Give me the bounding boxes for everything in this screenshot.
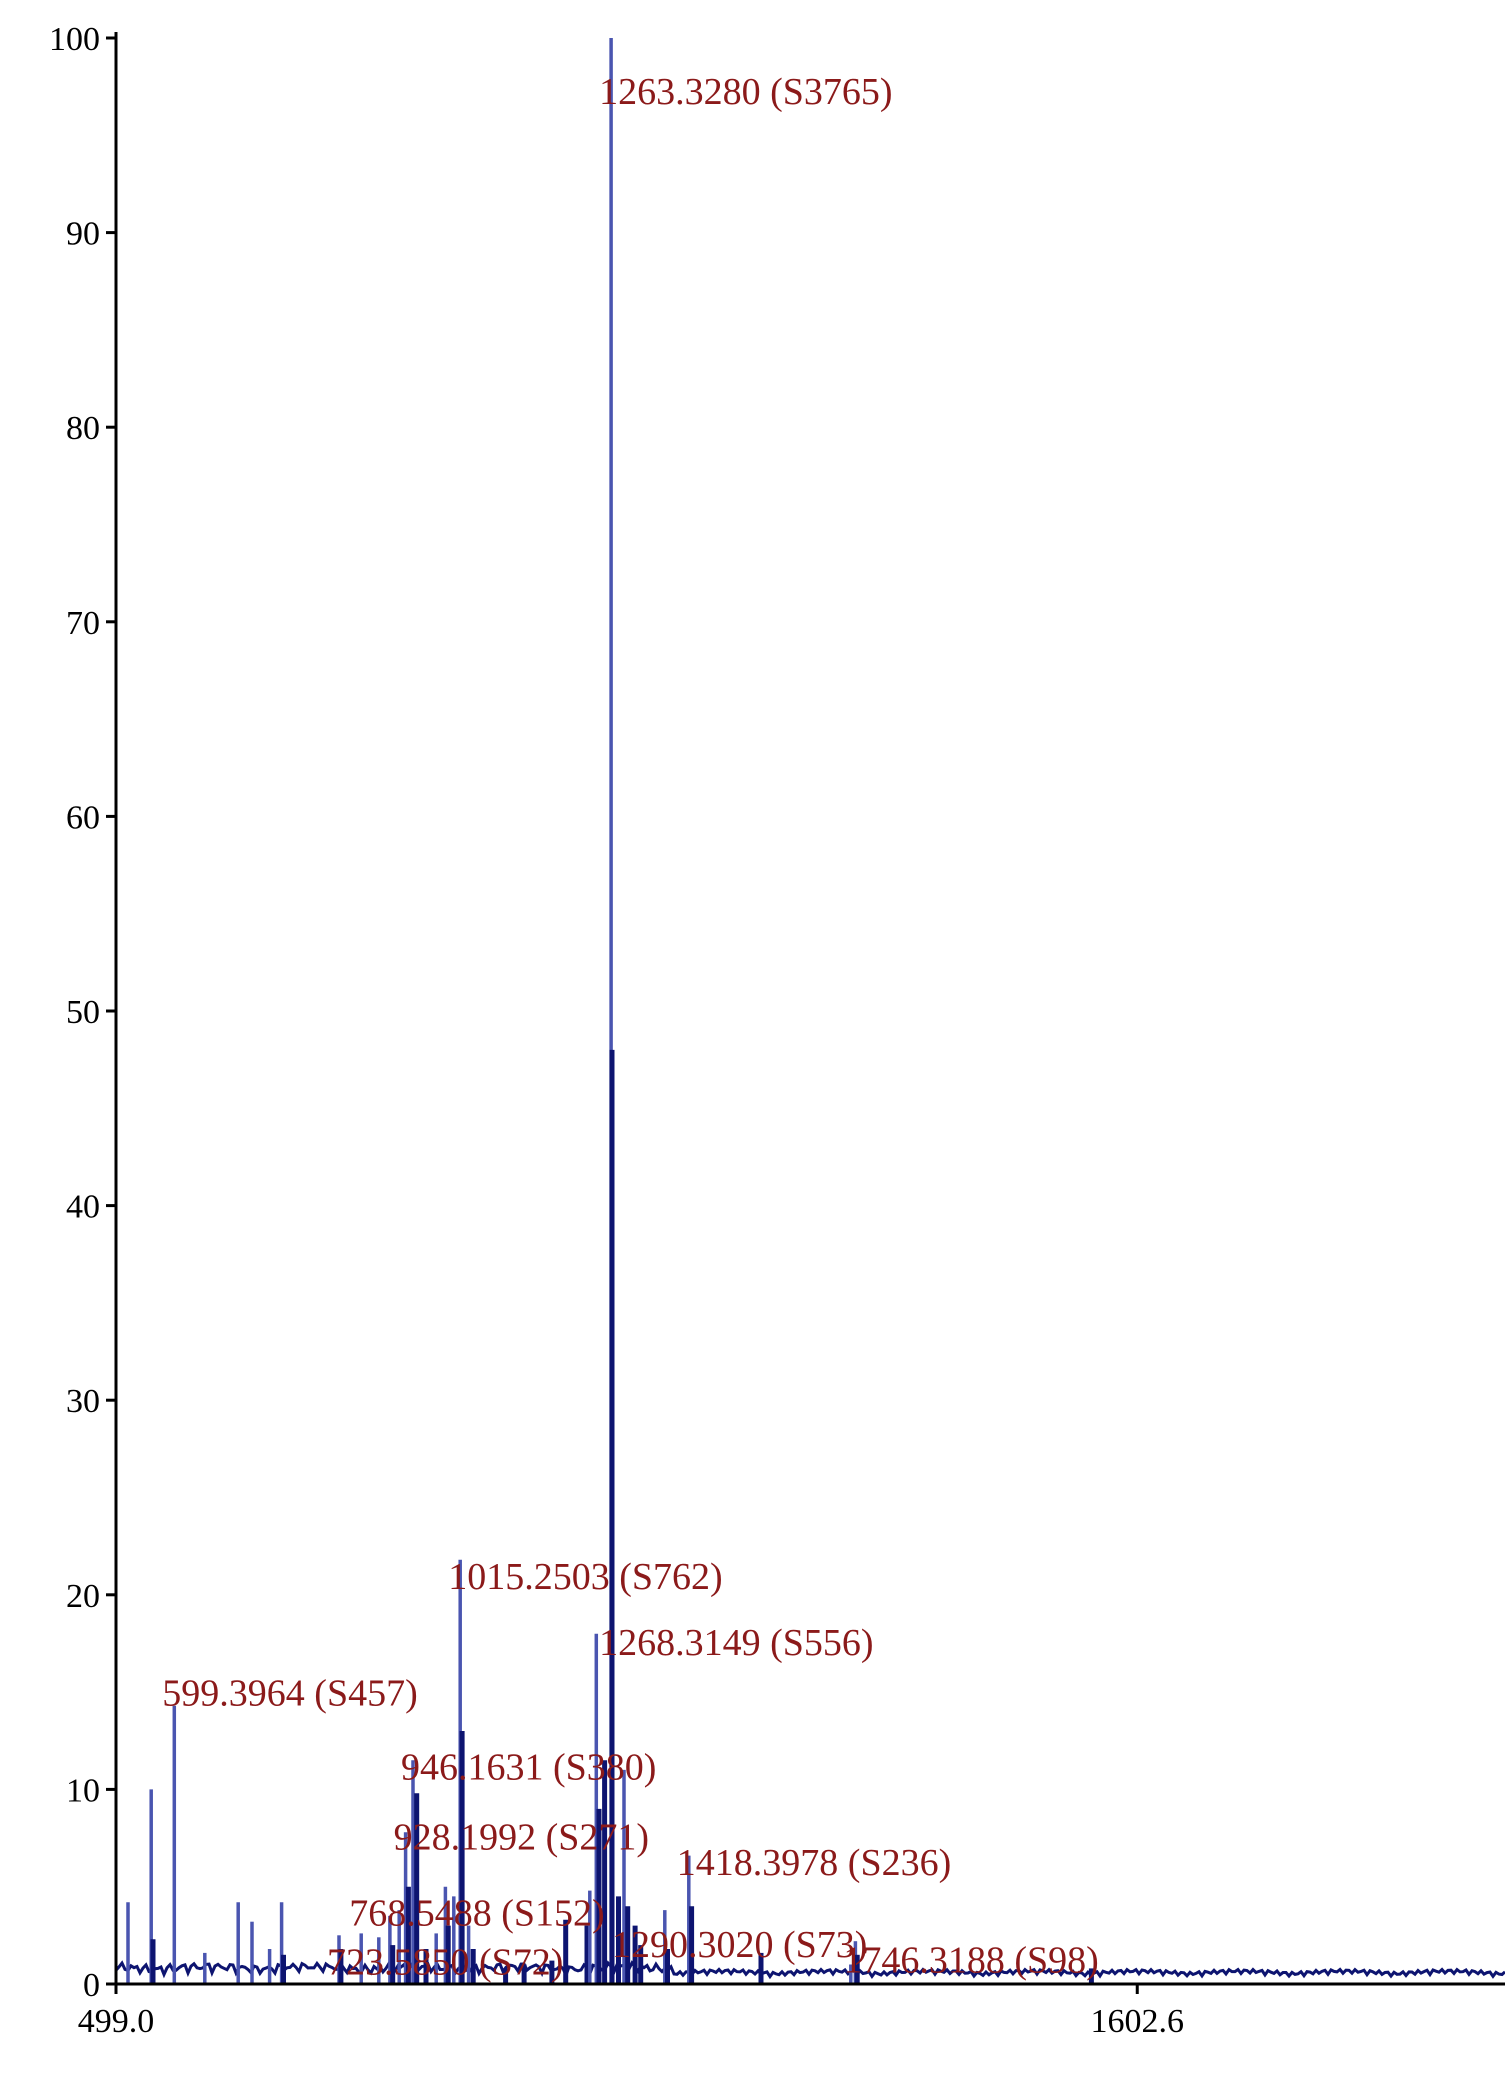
x-tick-label: 499.0 bbox=[78, 2003, 155, 2040]
peak-annotation: 1015.2503 (S762) bbox=[448, 1556, 722, 1598]
peaks bbox=[126, 38, 1094, 1984]
y-tick-label: 40 bbox=[66, 1189, 100, 1226]
x-tick-label: 1602.6 bbox=[1091, 2003, 1185, 2040]
peak-annotation: 928.1992 (S271) bbox=[394, 1817, 649, 1859]
peak-annotation: 599.3964 (S457) bbox=[162, 1673, 417, 1715]
baseline-trace bbox=[114, 1959, 1505, 1980]
y-tick-label: 100 bbox=[49, 21, 100, 58]
peak-annotation: 1263.3280 (S3765) bbox=[599, 71, 892, 113]
y-tick-label: 0 bbox=[83, 1967, 100, 2004]
peak-annotation: 1268.3149 (S556) bbox=[599, 1622, 873, 1664]
y-tick-label: 20 bbox=[66, 1578, 100, 1615]
peak-annotation: 723.5850 (S72) bbox=[327, 1941, 563, 1983]
y-tick-label: 80 bbox=[66, 410, 100, 447]
y-tick-label: 60 bbox=[66, 799, 100, 836]
peak-annotation: 1746.3188 (S98) bbox=[843, 1939, 1098, 1981]
ticks: 0 10 20 30 40 50 60 70 80 90 100 499.0 1602.6 bbox=[49, 21, 1184, 2040]
peak-annotation: 1418.3978 (S236) bbox=[677, 1842, 951, 1884]
y-tick-label: 70 bbox=[66, 605, 100, 642]
peak-annotation: 768.5488 (S152) bbox=[349, 1893, 604, 1935]
y-tick-label: 50 bbox=[66, 994, 100, 1031]
y-tick-label: 90 bbox=[66, 216, 100, 253]
y-tick-label: 10 bbox=[66, 1772, 100, 1809]
y-tick-label: 30 bbox=[66, 1383, 100, 1420]
baseline-noise bbox=[114, 1959, 1505, 1980]
peak-labels: 1263.3280 (S3765) 1015.2503 (S762) 1268.31… bbox=[162, 71, 1099, 1983]
peak-annotation: 946.1631 (S380) bbox=[401, 1747, 656, 1789]
peak-annotation: 1290.3020 (S73) bbox=[612, 1924, 867, 1966]
